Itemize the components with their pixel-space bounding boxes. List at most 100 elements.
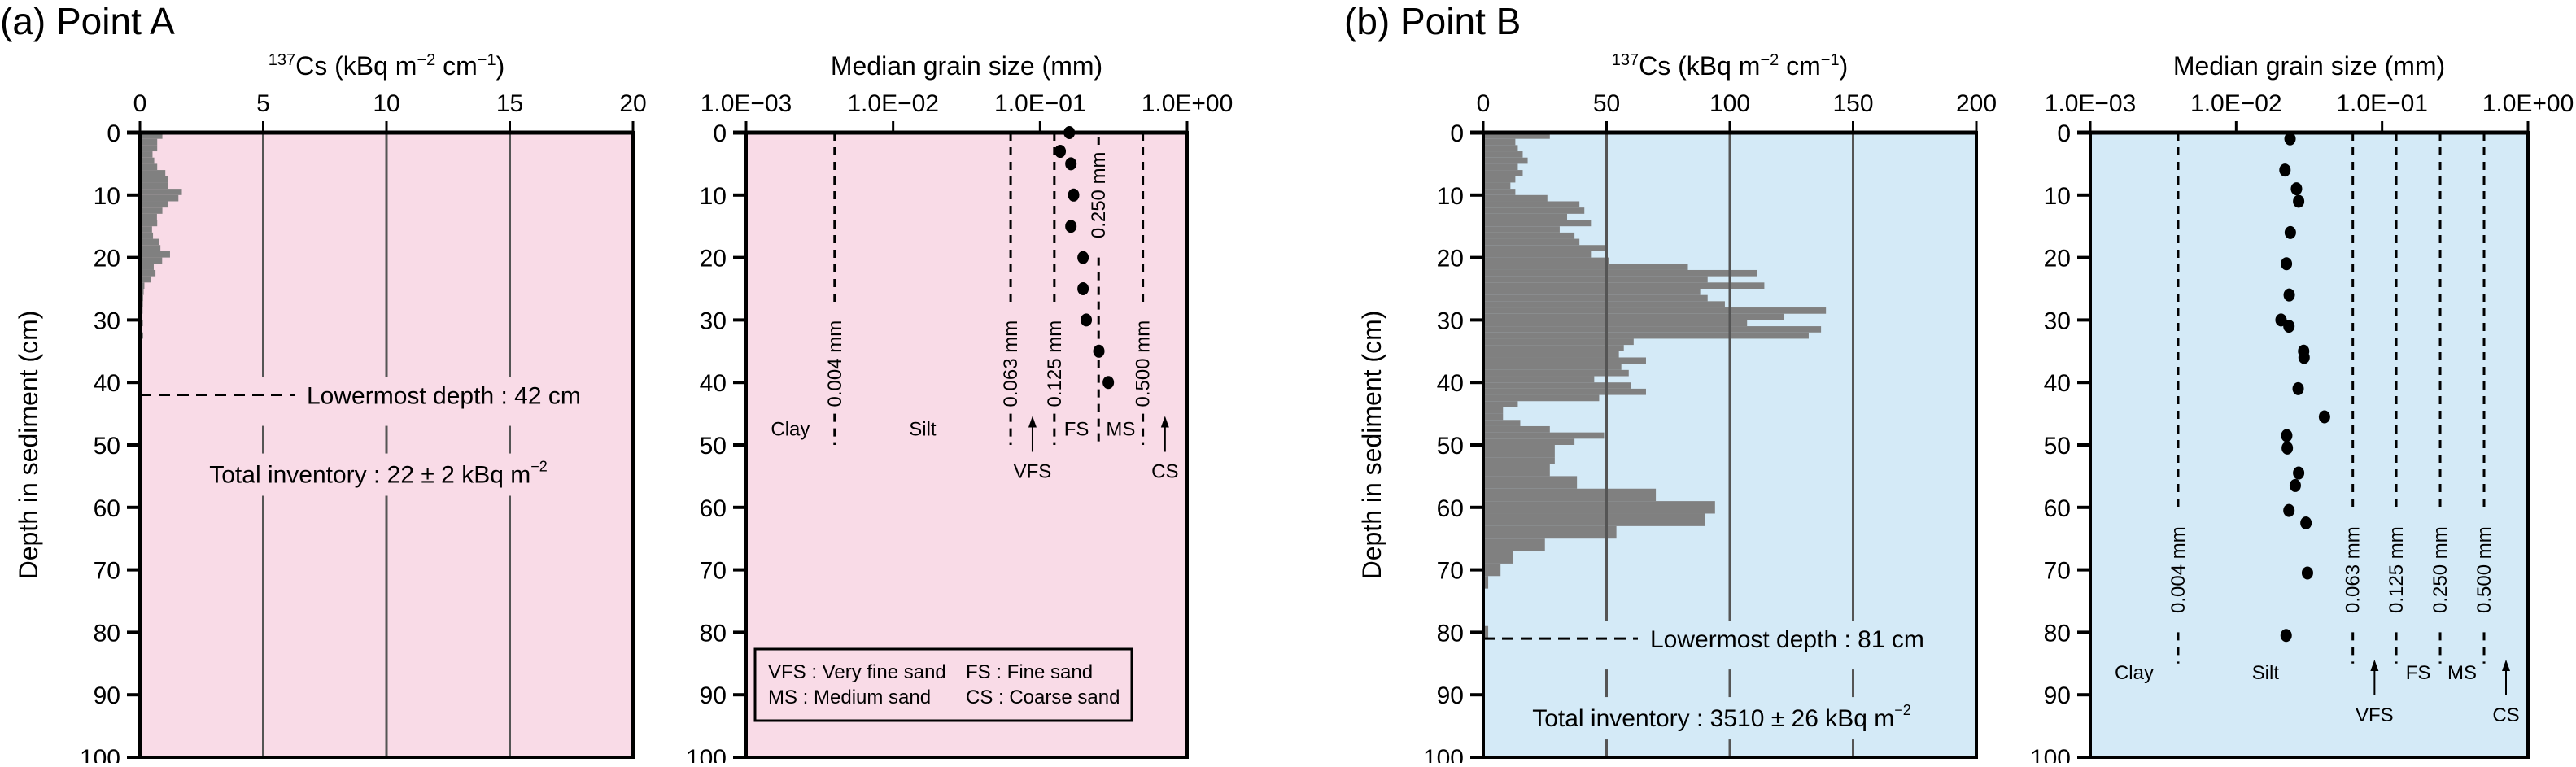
cs-xtick: 10 [373,90,399,117]
grain-xtick: 1.0E−02 [2190,90,2282,117]
cs-bar [140,151,153,158]
cs-bar [140,264,154,270]
cs-bar [1483,525,1617,539]
cs-bar [1483,307,1827,314]
cs-bar [1483,394,1600,402]
legend-item: FS : Fine sand [966,661,1093,683]
cs-bars [1483,133,1827,639]
cs-bar [1483,238,1580,246]
a-cs-ytick: 100 [80,745,120,763]
grain-point [2279,163,2291,177]
cs-xtick: 20 [619,90,646,117]
grain-boundary-label: 0.004 mm [824,320,846,407]
grain-xtick: 1.0E−01 [2336,90,2428,117]
b-grain-ytick: 80 [2044,620,2071,647]
cs-bar [1483,326,1822,333]
lowermost-depth-label: Lowermost depth : 81 cm [1650,626,1924,653]
cs-bar [1483,551,1513,564]
grain-point [2290,182,2303,196]
cs-bar [140,251,170,258]
cs-bar [1483,625,1489,639]
grain-axis-title: Median grain size (mm) [831,51,1102,81]
cs-bar [1483,163,1518,171]
plot-background [2090,133,2528,757]
grain-xtick: 1.0E+00 [1142,90,1233,117]
cs-bar [1483,438,1575,445]
b-cs-ytick: 0 [1450,120,1464,147]
cs-bar [1483,269,1757,277]
grain-axis-title: Median grain size (mm) [2173,51,2445,81]
b-cs-ytick: 90 [1437,682,1464,709]
class-ms: MS [1106,418,1135,440]
cs-xtick: 50 [1593,90,1620,117]
legend-item: VFS : Very fine sand [768,661,946,683]
cs-bar [140,182,168,190]
grain-point [2280,629,2292,643]
cs-bar [1483,357,1646,364]
cs-bar [1483,138,1516,146]
b-grain-plot: 0.004 mm 0.063 mm 0.125 mm 0.250 mm 0.500 mm… [2030,51,2574,767]
cs-bar [1483,351,1619,358]
a-grain-ytick: 0 [713,120,727,147]
grain-point [2300,516,2312,529]
cs-bar [1483,301,1725,308]
grain-boundary-label: 0.250 mm [1088,151,1110,238]
grain-point [2283,288,2295,302]
cs-bar [1483,576,1489,589]
cs-bar [140,238,159,246]
grain-xtick: 1.0E−02 [847,90,939,117]
grain-point [1065,157,1077,171]
cs-bar [1483,251,1592,258]
cs-bar [140,213,157,220]
panel-a-ylabel: Depth in sediment (cm) [14,311,43,580]
grain-point [2284,132,2296,146]
class-vfs: VFS [1014,460,1052,482]
b-cs-ytick: 60 [1437,495,1464,522]
a-cs-ytick: 90 [94,682,120,709]
cs-bar [1483,445,1555,451]
grain-boundary-label: 0.125 mm [2386,526,2408,613]
class-clay: Clay [771,418,810,440]
cs-xtick: 0 [1477,90,1491,117]
cs-bar [1483,364,1622,370]
a-grain-ytick: 40 [700,370,727,397]
cs-bar [140,170,166,176]
b-cs-ytick: 50 [1437,433,1464,460]
class-ms: MS [2447,662,2477,684]
grain-point [2284,225,2296,239]
cs-bar [1483,151,1523,158]
b-grain-ytick: 60 [2044,495,2071,522]
panel-a-title: (a) Point A [0,0,175,42]
grain-point [2293,194,2305,208]
panel-b-title: (b) Point B [1344,0,1521,42]
cs-bar [1483,464,1550,477]
cs-bar [1483,501,1715,514]
up-arrow-icon [2370,660,2379,671]
cs-axis-title: 137Cs (kBq m−2 cm−1) [1612,51,1849,81]
grain-boundary-label: 0.500 mm [2473,526,2495,613]
grain-point [2281,441,2294,455]
a-grain-ytick: 10 [700,183,727,210]
cs-bar [140,145,158,152]
cs-bar [1483,432,1605,439]
a-cs-plot: 0 5 10 15 20 137Cs (kBq m−2 cm−1) Lowermost de… [80,51,647,767]
cs-bar [140,269,156,277]
b-grain-ytick: 40 [2044,370,2071,397]
cs-bar [1483,157,1528,164]
grain-point [2275,313,2287,327]
grain-points [1054,126,1115,390]
a-cs-ytick: 20 [94,246,120,272]
cs-axis-title: 137Cs (kBq m−2 cm−1) [269,51,505,81]
cs-bar [1483,401,1518,407]
a-grain-ytick: 90 [700,682,727,709]
cs-bar [1483,488,1657,502]
legend-item: MS : Medium sand [768,686,931,708]
up-arrow-icon [2502,660,2511,671]
cs-bar [1483,232,1575,239]
cs-bar [1483,133,1550,139]
a-cs-ytick: 10 [94,183,120,210]
class-fs: FS [1064,418,1089,440]
cs-bar [140,138,158,146]
